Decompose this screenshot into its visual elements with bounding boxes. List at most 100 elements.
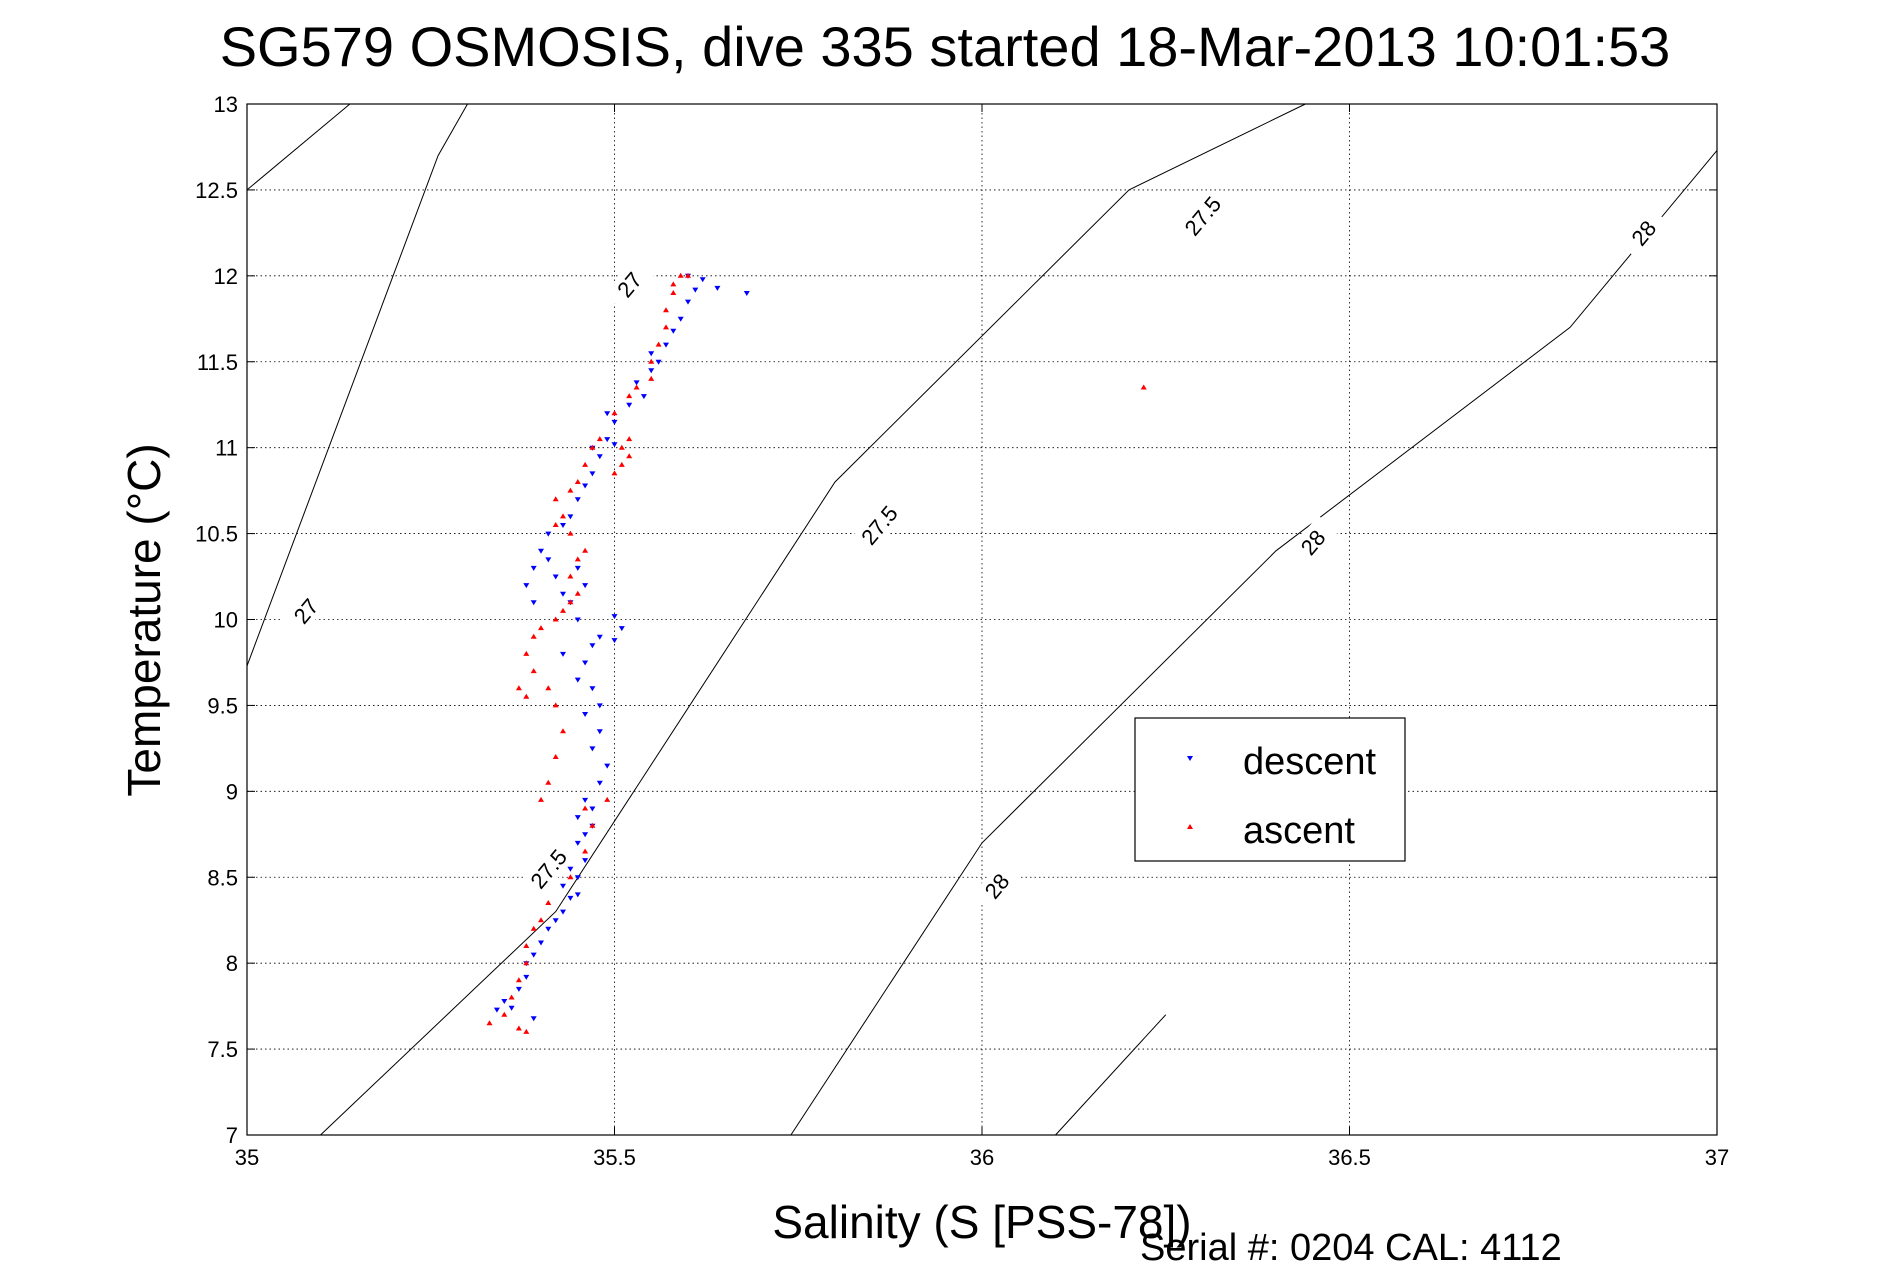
descent-point xyxy=(530,1016,537,1022)
descent-point xyxy=(582,583,589,589)
y-tick-label: 10 xyxy=(214,608,238,633)
x-tick-label: 36.5 xyxy=(1328,1145,1371,1170)
ascent-point xyxy=(648,358,655,364)
ascent-point xyxy=(538,796,544,802)
descent-point xyxy=(501,999,508,1004)
descent-point xyxy=(523,583,530,589)
descent-point xyxy=(582,712,589,717)
descent-point xyxy=(574,815,581,821)
ascent-point xyxy=(486,1020,493,1026)
descent-point xyxy=(530,600,537,606)
ascent-point xyxy=(589,822,596,828)
ascent-point xyxy=(545,685,552,691)
descent-point xyxy=(574,497,581,503)
ascent-point xyxy=(552,616,559,622)
legend-descent-marker xyxy=(1187,756,1193,761)
ascent-point xyxy=(618,444,625,450)
ascent-point xyxy=(545,779,552,785)
descent-point xyxy=(545,531,552,537)
descent-point xyxy=(611,419,618,425)
ascent-point xyxy=(545,900,552,905)
descent-point xyxy=(596,780,603,786)
ascent-point xyxy=(538,917,544,923)
descent-point xyxy=(677,316,684,322)
ascent-point xyxy=(626,436,633,442)
ascent-point xyxy=(552,522,559,527)
descent-point xyxy=(582,832,589,838)
legend: descent ascent xyxy=(1134,717,1406,862)
descent-point xyxy=(530,952,537,958)
descent-point xyxy=(685,299,691,305)
descent-point xyxy=(743,291,750,296)
ascent-point xyxy=(552,754,559,759)
ascent-point xyxy=(515,1025,522,1031)
ascent-point xyxy=(670,290,677,295)
descent-point xyxy=(582,660,589,666)
descent-point xyxy=(560,651,566,657)
ascent-point xyxy=(663,307,669,313)
ascent-point xyxy=(552,702,559,708)
footer-serial-cal: Serial #: 0204 CAL: 4112 xyxy=(1140,1227,1562,1262)
ascent-point xyxy=(523,650,530,656)
ascent-point xyxy=(560,728,566,734)
ascent-point xyxy=(501,1011,508,1017)
descent-point xyxy=(699,277,706,283)
ascent-point xyxy=(618,461,625,467)
ascent-point xyxy=(530,668,537,674)
descent-point xyxy=(493,1007,500,1013)
descent-point xyxy=(618,626,625,632)
descent-point xyxy=(589,643,596,649)
descent-point xyxy=(560,883,566,889)
descent-point xyxy=(552,574,559,580)
descent-point xyxy=(655,359,662,365)
legend-ascent-marker xyxy=(1187,824,1193,829)
ascent-point xyxy=(589,444,596,450)
descent-point xyxy=(574,840,581,846)
descent-point xyxy=(640,394,647,400)
descent-point xyxy=(560,591,566,597)
descent-point xyxy=(589,806,596,812)
ascent-point xyxy=(685,272,691,278)
ascent-point xyxy=(523,960,530,966)
density-contour-line xyxy=(790,150,1718,1136)
descent-point xyxy=(604,411,611,417)
descent-point xyxy=(582,858,589,864)
descent-point xyxy=(574,875,581,881)
x-tick-label: 37 xyxy=(1705,1145,1729,1170)
ascent-point xyxy=(626,393,633,399)
y-tick-label: 9 xyxy=(226,779,238,804)
ascent-point xyxy=(567,530,574,536)
y-tick-label: 7 xyxy=(226,1123,238,1148)
ascent-point xyxy=(626,453,633,459)
descent-point xyxy=(523,974,530,980)
descent-point xyxy=(574,565,581,571)
descent-point xyxy=(611,442,618,448)
descent-point xyxy=(626,402,633,408)
ascent-point xyxy=(567,599,574,605)
axis-ticks: 35 35.5 36 36.5 37 7 7.5 8 8.5 9 9.5 10 10.5 11 11.5 12… xyxy=(195,92,1729,1170)
y-tick-label: 8.5 xyxy=(207,865,238,890)
ascent-point xyxy=(523,943,530,948)
y-tick-label: 11.5 xyxy=(197,350,238,375)
descent-point xyxy=(574,892,581,898)
y-tick-label: 7.5 xyxy=(207,1037,238,1062)
descent-point xyxy=(692,287,699,293)
ascent-point xyxy=(604,796,611,802)
x-tick-label: 36 xyxy=(970,1145,994,1170)
ascent-point xyxy=(552,496,559,502)
ascent-point xyxy=(582,461,589,467)
y-tick-label: 8 xyxy=(226,951,238,976)
density-contour-line xyxy=(246,103,351,191)
descent-point xyxy=(596,634,603,640)
ascent-point xyxy=(611,470,618,476)
contour-label-bg xyxy=(1618,206,1669,260)
contour-label-bg xyxy=(1177,188,1228,243)
ascent-point xyxy=(515,685,522,691)
ascent-point xyxy=(633,384,640,390)
descent-point xyxy=(560,909,566,915)
x-tick-label: 35.5 xyxy=(593,1145,636,1170)
ascent-point xyxy=(648,375,655,381)
descent-point xyxy=(515,986,522,992)
